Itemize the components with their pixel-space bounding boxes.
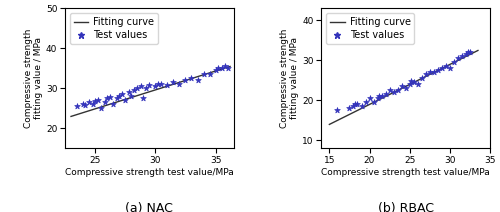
Point: [351, 102, 359, 105]
Point: [188, 77, 196, 80]
Point: [134, 87, 141, 90]
Point: [426, 71, 434, 74]
Point: [224, 67, 232, 70]
Point: [378, 95, 386, 98]
Point: [418, 77, 426, 80]
Point: [362, 101, 370, 104]
Y-axis label: Compressive strength
fitting value / MPa: Compressive strength fitting value / MPa: [24, 29, 43, 128]
Text: (b) RBAC: (b) RBAC: [378, 202, 434, 212]
Point: [125, 91, 133, 94]
Y-axis label: Compressive strength
fitting value / MPa: Compressive strength fitting value / MPa: [280, 29, 299, 128]
Point: [158, 83, 166, 86]
Point: [375, 94, 383, 97]
Point: [115, 95, 123, 98]
Point: [458, 55, 466, 58]
Point: [414, 83, 422, 86]
Point: [221, 65, 229, 68]
Point: [146, 84, 154, 87]
X-axis label: Compressive strength test value/MPa: Compressive strength test value/MPa: [65, 168, 234, 177]
Point: [212, 69, 220, 72]
Point: [398, 85, 406, 88]
Point: [113, 97, 121, 100]
Point: [85, 101, 93, 104]
Point: [408, 80, 416, 83]
Point: [346, 107, 354, 110]
Point: [406, 83, 413, 86]
Point: [137, 85, 145, 88]
Point: [164, 84, 172, 87]
Point: [350, 105, 358, 108]
Text: (a) NAC: (a) NAC: [126, 202, 174, 212]
Point: [109, 103, 117, 106]
Point: [446, 67, 454, 70]
Point: [206, 73, 214, 76]
Point: [354, 103, 362, 106]
Point: [142, 86, 150, 89]
Point: [422, 73, 430, 76]
Point: [154, 82, 162, 85]
Point: [410, 81, 418, 84]
Point: [390, 91, 398, 94]
Point: [334, 109, 342, 112]
Point: [121, 99, 129, 102]
Point: [170, 81, 177, 84]
Point: [438, 67, 446, 70]
Point: [358, 105, 366, 108]
Point: [176, 83, 184, 86]
Legend: Fitting curve, Test values: Fitting curve, Test values: [70, 13, 158, 44]
Point: [450, 61, 458, 64]
X-axis label: Compressive strength test value/MPa: Compressive strength test value/MPa: [322, 168, 490, 177]
Point: [140, 97, 147, 100]
Point: [106, 96, 114, 99]
Point: [402, 87, 409, 90]
Point: [182, 79, 190, 82]
Point: [386, 89, 394, 92]
Point: [218, 67, 226, 70]
Point: [394, 89, 402, 92]
Point: [130, 89, 138, 92]
Point: [91, 99, 99, 103]
Point: [97, 106, 105, 109]
Point: [101, 101, 109, 104]
Point: [128, 94, 136, 97]
Point: [430, 71, 438, 74]
Point: [79, 103, 87, 106]
Point: [214, 66, 222, 69]
Point: [94, 99, 102, 102]
Point: [464, 50, 471, 53]
Point: [118, 93, 126, 96]
Point: [82, 103, 90, 107]
Point: [88, 102, 96, 105]
Point: [103, 97, 111, 100]
Point: [434, 69, 442, 72]
Point: [442, 65, 450, 68]
Point: [200, 73, 207, 76]
Point: [370, 101, 378, 104]
Point: [462, 53, 470, 56]
Legend: Fitting curve, Test values: Fitting curve, Test values: [326, 13, 414, 44]
Point: [382, 93, 390, 96]
Point: [194, 79, 202, 82]
Point: [366, 97, 374, 100]
Point: [152, 85, 160, 88]
Point: [466, 51, 474, 54]
Point: [73, 105, 81, 108]
Point: [374, 97, 382, 100]
Point: [454, 57, 462, 60]
